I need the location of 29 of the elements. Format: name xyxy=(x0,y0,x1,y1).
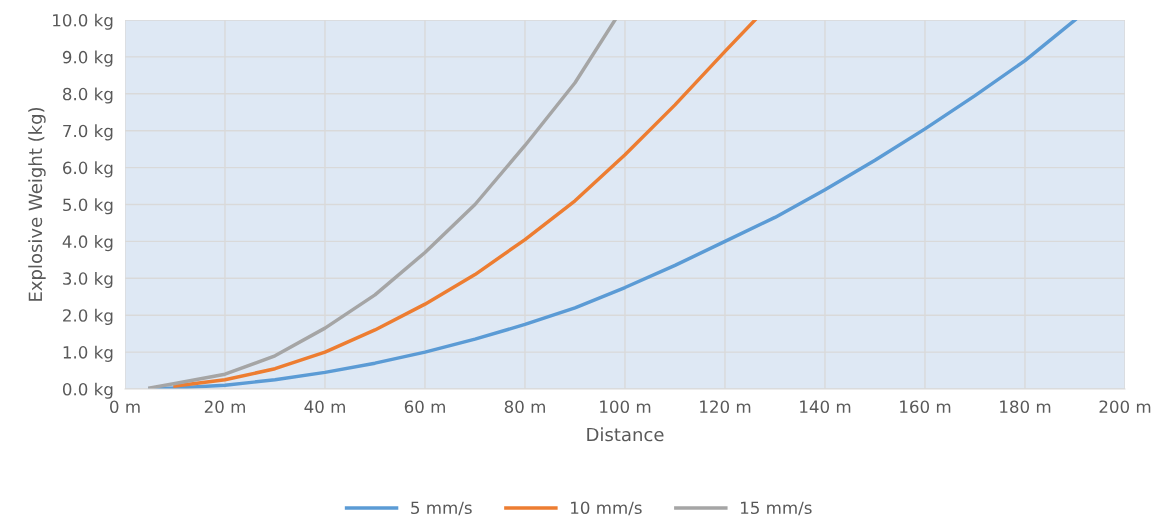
line-series xyxy=(173,20,757,388)
x-tick-label: 200 m xyxy=(1099,400,1151,414)
y-tick-label: 0.0 kg xyxy=(62,382,113,399)
x-tick-label: 20 m xyxy=(204,400,245,414)
y-axis-title: Explosive Weight (kg) xyxy=(28,107,46,301)
x-tick-label: 0 m xyxy=(110,400,140,414)
y-tick-label: 10.0 kg xyxy=(53,13,113,30)
legend-label: 15 mm/s xyxy=(741,501,812,516)
y-tick-label: 9.0 kg xyxy=(62,50,113,67)
x-axis-title: Distance xyxy=(587,427,664,442)
y-tick-label: 7.0 kg xyxy=(63,124,113,141)
x-tick-label: 120 m xyxy=(700,400,751,414)
x-tick-label: 80 m xyxy=(504,400,545,414)
line-series xyxy=(148,20,617,389)
x-tick-label: 140 m xyxy=(800,400,851,414)
legend-label: 10 mm/s xyxy=(571,501,642,516)
y-tick-label: 4.0 kg xyxy=(62,235,113,252)
x-tick-label: 180 m xyxy=(1000,400,1051,414)
x-tick-label: 160 m xyxy=(900,400,951,414)
y-tick-label: 5.0 kg xyxy=(63,198,113,215)
y-tick-label: 8.0 kg xyxy=(62,87,113,104)
legend-label: 5 mm/s xyxy=(411,501,472,516)
y-tick-label: 2.0 kg xyxy=(63,308,113,325)
x-tick-label: 100 m xyxy=(600,400,651,414)
y-tick-label: 1.0 kg xyxy=(63,345,113,362)
x-tick-label: 60 m xyxy=(404,400,445,414)
x-tick-label: 40 m xyxy=(304,400,345,414)
y-tick-label: 6.0 kg xyxy=(63,161,113,178)
y-tick-label: 3.0 kg xyxy=(63,271,113,289)
